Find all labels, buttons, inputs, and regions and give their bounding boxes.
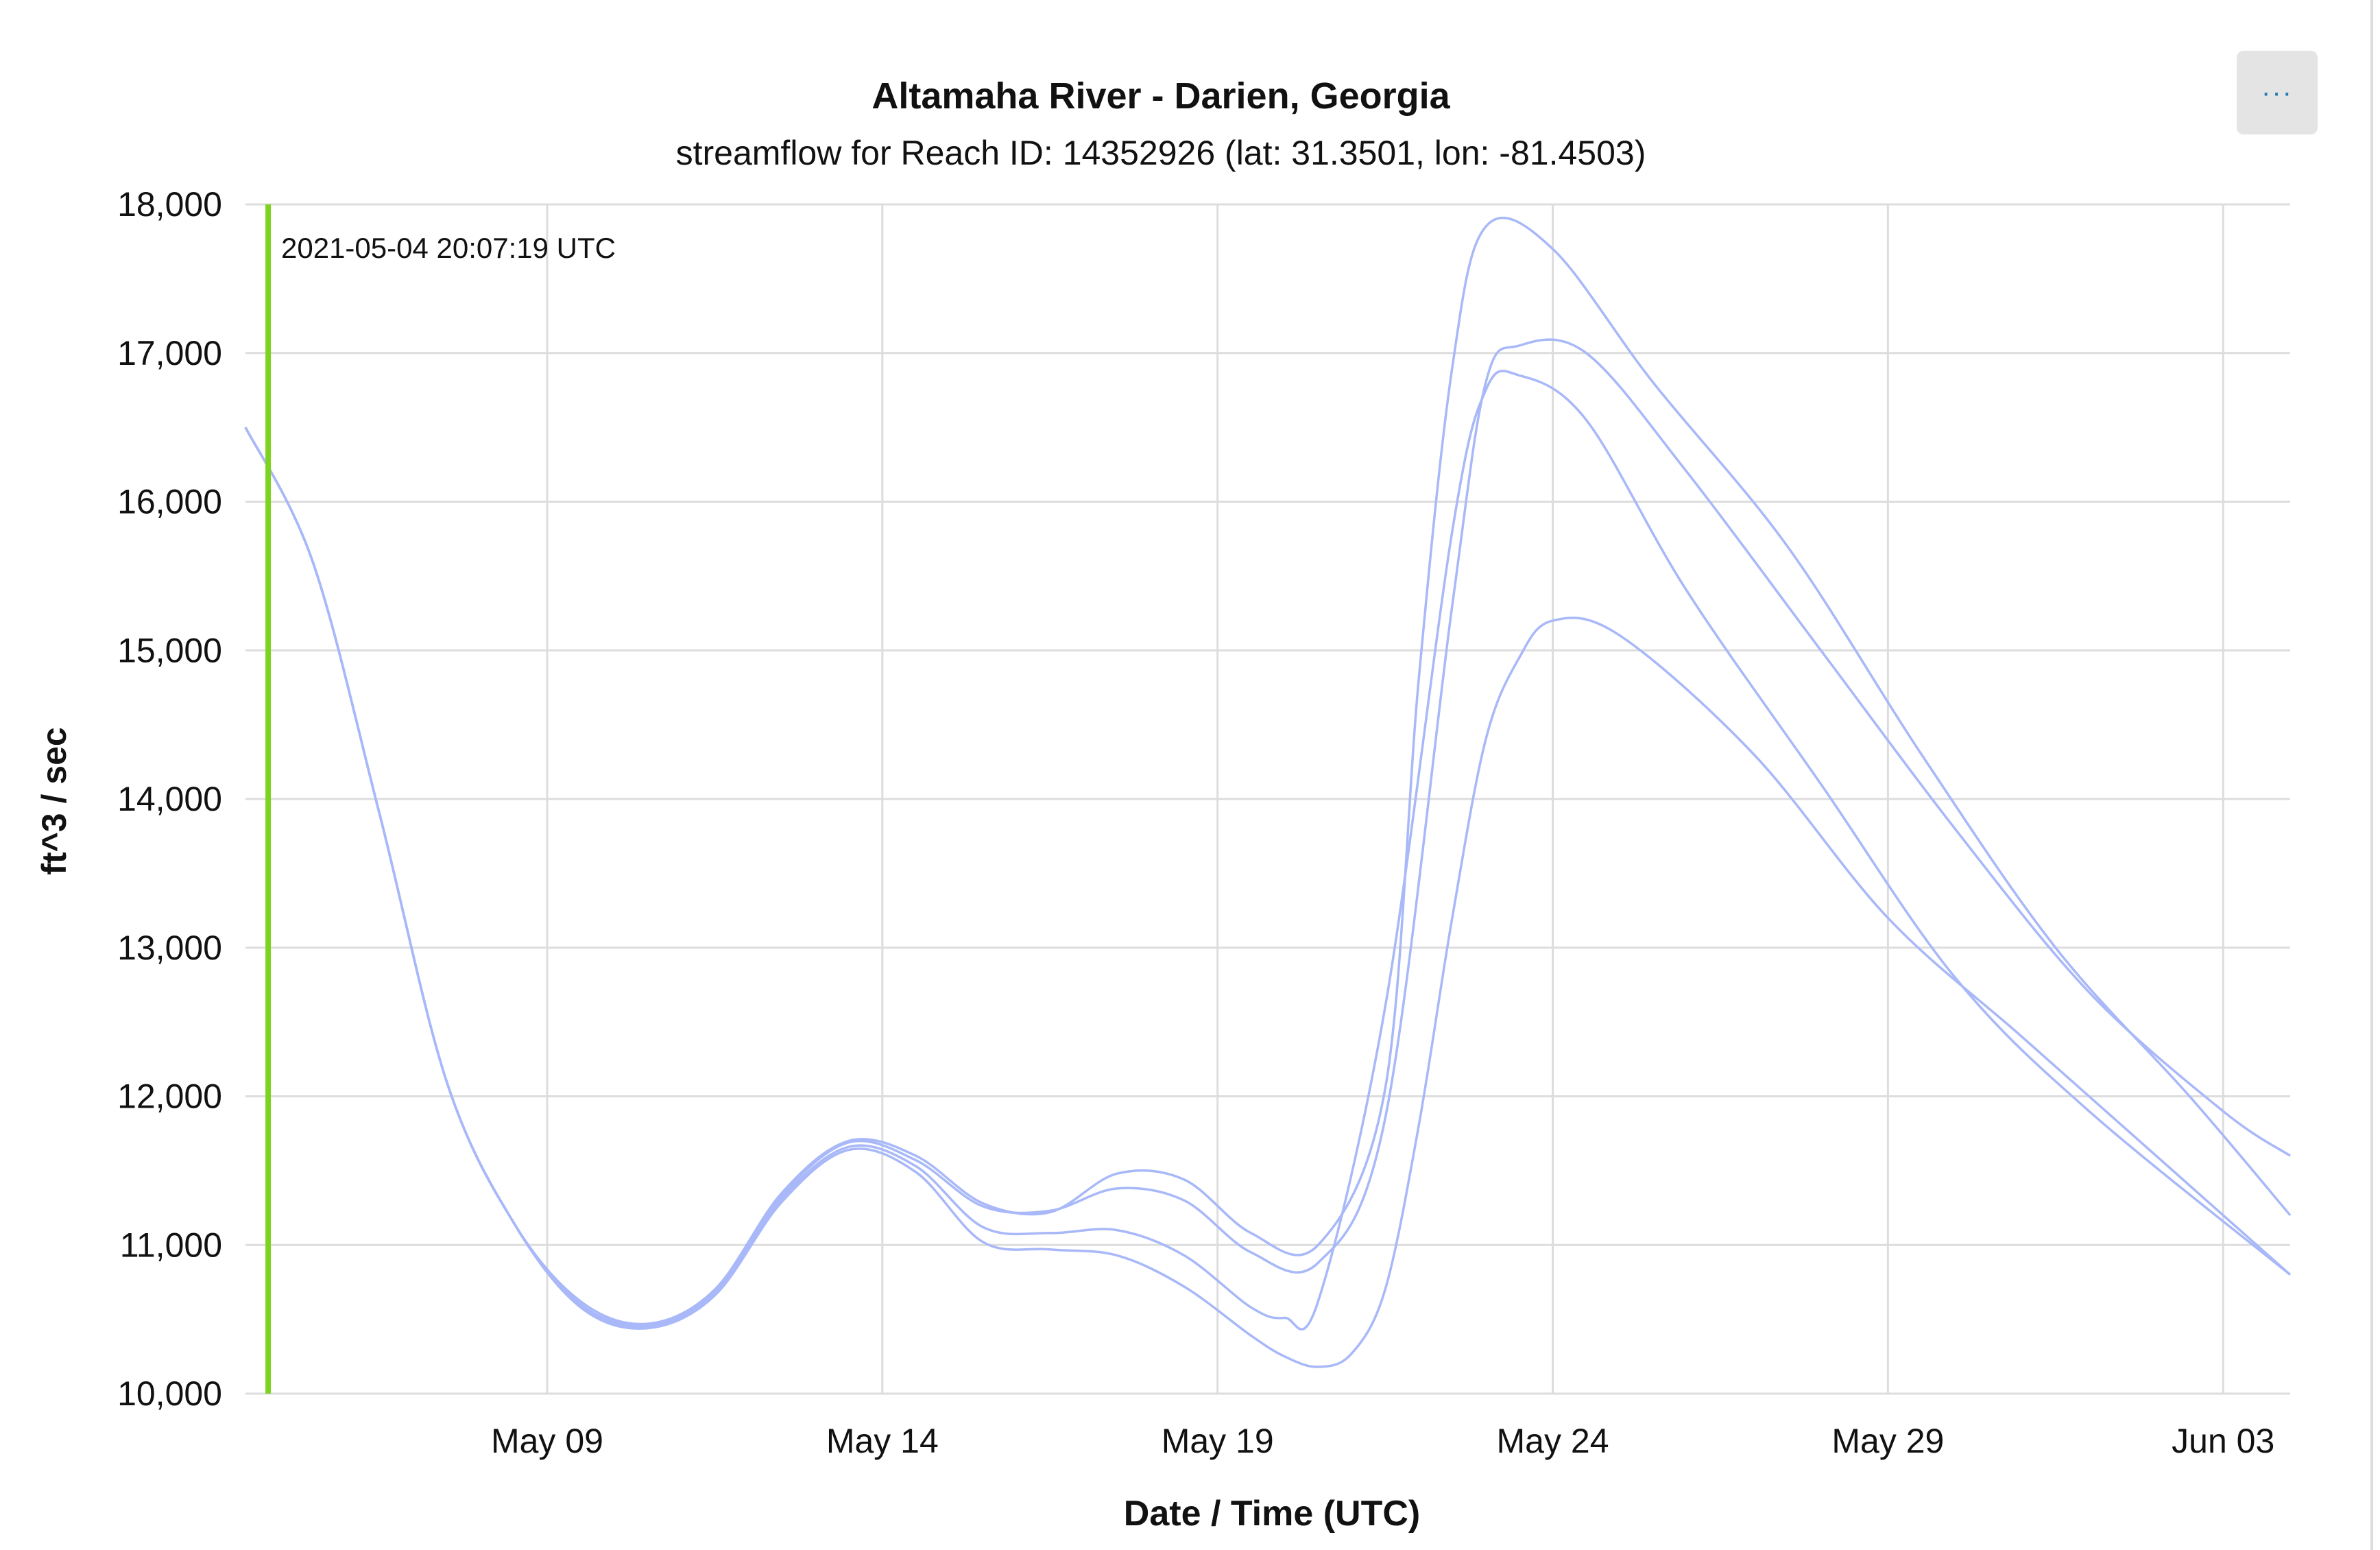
series-line bbox=[244, 427, 2292, 1368]
x-tick-label: May 24 bbox=[1497, 1422, 1609, 1460]
x-tick-label: Jun 03 bbox=[2172, 1422, 2274, 1460]
series-line bbox=[244, 370, 2292, 1331]
series-line bbox=[244, 338, 2291, 1327]
y-tick-label: 18,000 bbox=[117, 185, 222, 224]
tick-labels: 10,000 11,000 12,000 13,000 14,000 15,000 16,0… bbox=[117, 185, 2274, 1460]
panel-right-border bbox=[2370, 0, 2373, 1550]
x-tick-label: May 29 bbox=[1831, 1422, 1944, 1460]
x-tick-label: May 19 bbox=[1162, 1422, 1274, 1460]
chart-title: Altamaha River - Darien, Georgia bbox=[872, 75, 1450, 117]
x-tick-label: May 09 bbox=[491, 1422, 603, 1460]
y-tick-label: 14,000 bbox=[117, 780, 222, 818]
y-tick-label: 15,000 bbox=[117, 631, 222, 669]
chart-menu-button[interactable]: ··· bbox=[2237, 51, 2318, 134]
series-lines bbox=[244, 216, 2292, 1368]
y-axis-label: ft^3 / sec bbox=[35, 727, 73, 874]
grid bbox=[245, 203, 2290, 1395]
x-tick-label: May 14 bbox=[826, 1422, 939, 1460]
y-tick-label: 12,000 bbox=[117, 1077, 222, 1116]
series-line bbox=[244, 216, 2292, 1326]
more-options-icon: ··· bbox=[2261, 77, 2293, 108]
y-tick-label: 13,000 bbox=[117, 929, 222, 967]
x-axis-label: Date / Time (UTC) bbox=[1124, 1494, 1420, 1534]
y-tick-label: 10,000 bbox=[117, 1374, 222, 1413]
chart-subtitle: streamflow for Reach ID: 14352926 (lat: … bbox=[676, 134, 1646, 172]
marker-label: 2021-05-04 20:07:19 UTC bbox=[281, 232, 616, 264]
y-tick-label: 16,000 bbox=[117, 483, 222, 521]
y-tick-label: 17,000 bbox=[117, 334, 222, 372]
y-tick-label: 11,000 bbox=[120, 1226, 222, 1264]
